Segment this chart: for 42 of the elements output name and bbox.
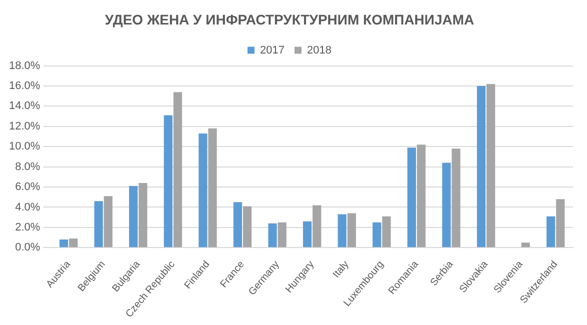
- y-tick-label: 4.0%: [15, 201, 40, 214]
- legend-label: 2018: [307, 44, 332, 56]
- bar: [164, 115, 172, 248]
- bar: [312, 205, 322, 248]
- y-tick-label: 2.0%: [15, 221, 40, 234]
- legend-label: 2017: [260, 44, 285, 56]
- bar: [347, 213, 356, 248]
- y-tick-label: 10.0%: [8, 140, 40, 153]
- y-tick-label: 16.0%: [8, 80, 40, 92]
- bar: [486, 84, 496, 248]
- bar: [442, 162, 451, 248]
- bar: [521, 242, 530, 248]
- y-tick-label: 8.0%: [15, 160, 40, 173]
- y-tick-label: 12.0%: [8, 120, 40, 132]
- y-tick-label: 6.0%: [15, 181, 40, 194]
- bar: [476, 86, 486, 248]
- bar: [208, 128, 217, 248]
- bar: [546, 216, 556, 248]
- bar: [198, 133, 208, 248]
- bar: [138, 182, 148, 248]
- bar: [407, 148, 416, 248]
- y-tick-label: 18.0%: [8, 60, 40, 72]
- bar: [268, 223, 277, 248]
- bar: [173, 92, 182, 248]
- bar: [372, 222, 382, 248]
- bar: [59, 240, 68, 248]
- bar: [556, 199, 565, 248]
- bar: [233, 202, 242, 248]
- bar: [94, 201, 103, 248]
- bar: [338, 214, 346, 248]
- bar: [69, 238, 78, 248]
- bar: [104, 196, 112, 248]
- y-tick-label: 14.0%: [8, 100, 40, 112]
- bar: [243, 206, 252, 248]
- bar: [382, 216, 391, 248]
- chart-title: УДЕО ЖЕНА У ИНФРАСТРУКТУРНИМ КОМПАНИЈАМА: [104, 11, 474, 28]
- y-tick-label: 0.0%: [15, 242, 40, 254]
- bar: [129, 186, 138, 248]
- bar: [416, 144, 426, 248]
- bar: [452, 148, 460, 248]
- bar: [303, 221, 312, 248]
- bar: [278, 222, 286, 248]
